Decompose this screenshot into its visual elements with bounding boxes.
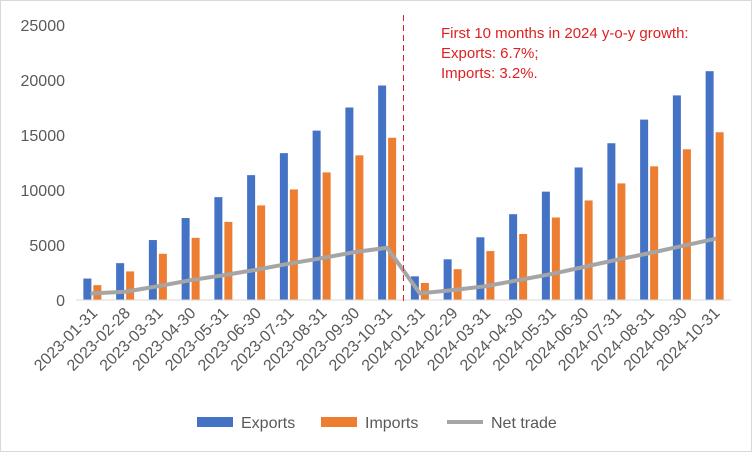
bar-imports — [486, 251, 495, 300]
bar-imports — [682, 149, 691, 300]
bar-imports — [519, 234, 528, 300]
bar-exports — [312, 130, 321, 300]
bar-imports — [224, 221, 233, 300]
bar-exports — [83, 278, 92, 300]
bar-imports — [191, 237, 200, 300]
legend-swatch-imports — [321, 417, 357, 427]
bar-imports — [453, 269, 462, 300]
bar-exports — [541, 191, 550, 300]
bar-exports — [247, 175, 256, 300]
bar-exports — [345, 107, 354, 300]
annotation-line-3: Imports: 3.2%. — [441, 65, 538, 82]
y-tick-label: 10000 — [21, 183, 66, 200]
bar-exports — [672, 95, 681, 301]
bar-exports — [443, 259, 452, 300]
bar-exports — [116, 263, 125, 300]
y-tick-label: 20000 — [21, 73, 66, 90]
bar-imports — [551, 217, 560, 300]
bar-exports — [705, 71, 714, 300]
bar-exports — [607, 143, 616, 300]
bar-exports — [640, 119, 649, 300]
legend-label-imports: Imports — [365, 415, 418, 432]
y-tick-label: 0 — [56, 293, 65, 310]
bar-imports — [650, 166, 659, 300]
legend-swatch-exports — [197, 417, 233, 427]
y-tick-label: 25000 — [21, 18, 66, 35]
bar-exports — [574, 167, 583, 300]
annotation-line-2: Exports: 6.7%; — [441, 45, 539, 62]
bar-imports — [715, 132, 724, 300]
bar-exports — [279, 153, 288, 300]
bars — [83, 71, 724, 301]
y-tick-label: 5000 — [29, 238, 65, 255]
bar-imports — [617, 183, 626, 300]
bar-imports — [584, 200, 593, 300]
bar-exports — [181, 218, 190, 300]
legend: Exports Imports Net trade — [197, 415, 557, 432]
bar-exports — [214, 197, 223, 300]
bar-exports — [476, 237, 485, 300]
y-tick-label: 15000 — [21, 128, 66, 145]
bar-exports — [509, 214, 518, 300]
bar-imports — [355, 155, 364, 300]
x-axis: 2023-01-312023-02-282023-03-312023-04-30… — [31, 305, 723, 375]
bar-exports — [378, 85, 387, 300]
bar-imports — [257, 205, 266, 300]
bar-imports — [388, 137, 397, 300]
bar-exports — [148, 240, 157, 300]
bar-imports — [289, 189, 298, 300]
bar-imports — [158, 253, 167, 300]
legend-label-net-trade: Net trade — [491, 415, 557, 432]
bar-imports — [322, 172, 331, 300]
y-axis: 0 5000 10000 15000 20000 25000 — [21, 18, 66, 310]
bar-imports — [126, 271, 135, 300]
legend-label-exports: Exports — [241, 415, 295, 432]
annotation-line-1: First 10 months in 2024 y-o-y growth: — [441, 25, 689, 42]
